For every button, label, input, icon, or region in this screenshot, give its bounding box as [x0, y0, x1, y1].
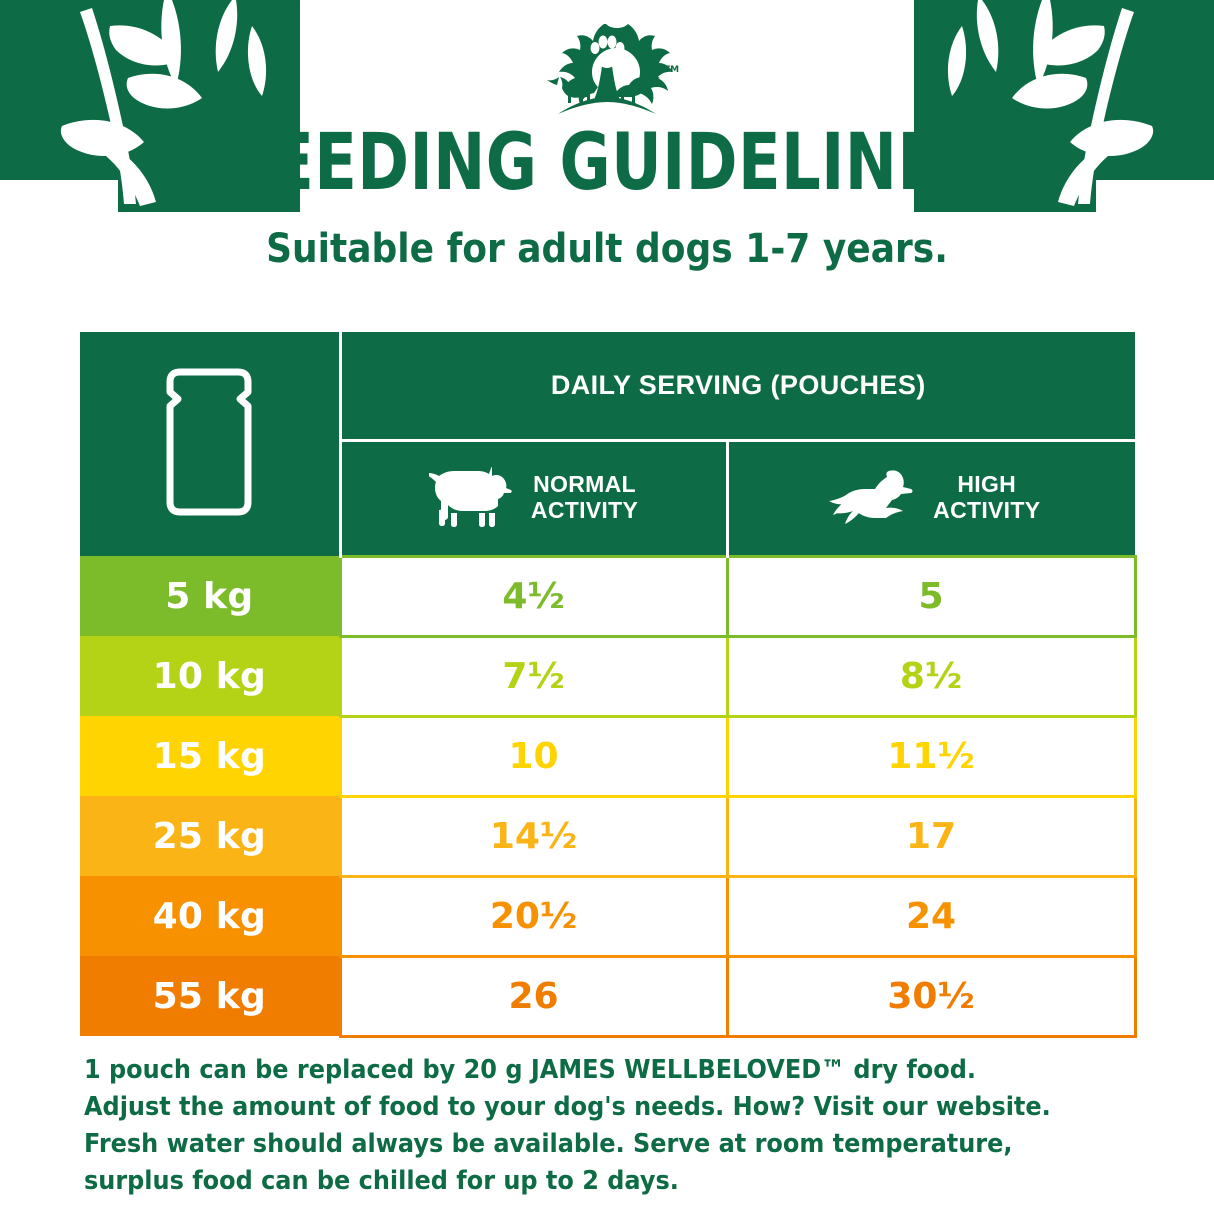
pouch-icon — [166, 368, 252, 515]
page-header: TM FEEDING GUIDELINES Suitable for adult… — [0, 0, 1214, 272]
page-subtitle: Suitable for adult dogs 1-7 years. — [266, 225, 948, 272]
row-normal-value: 7½ — [338, 634, 729, 718]
high-activity-header: HIGH ACTIVITY — [727, 440, 1135, 556]
high-activity-label: HIGH ACTIVITY — [933, 471, 1041, 523]
row-normal-value: 26 — [338, 954, 729, 1038]
row-high-value: 8½ — [725, 634, 1137, 718]
row-normal-value: 10 — [338, 714, 729, 798]
footer-notes: 1 pouch can be replaced by 20 g JAMES WE… — [84, 1052, 1134, 1200]
daily-serving-header: DAILY SERVING (POUCHES) — [340, 332, 1135, 442]
trademark-symbol: TM — [664, 65, 679, 75]
footer-line: surplus food can be chilled for up to 2 … — [84, 1165, 679, 1196]
page-title: FEEDING GUIDELINES — [228, 118, 986, 208]
row-high-value: 11½ — [725, 714, 1137, 798]
normal-activity-header: NORMAL ACTIVITY — [340, 440, 729, 556]
table-row: 10 kg 7½ 8½ — [80, 634, 1137, 718]
feeding-guidelines-table: DAILY SERVING (POUCHES) — [80, 332, 1137, 1038]
row-high-value: 30½ — [725, 954, 1137, 1038]
jumping-dog-icon — [829, 470, 913, 524]
row-weight-label: 15 kg — [80, 716, 340, 796]
footer-line: Fresh water should always be available. … — [84, 1128, 1013, 1159]
pouch-icon-cell — [80, 332, 342, 556]
footer-line: Adjust the amount of food to your dog's … — [84, 1091, 1051, 1122]
table-row: 55 kg 26 30½ — [80, 954, 1137, 1038]
table-header-row-activity: NORMAL ACTIVITY HIGH ACTIVITY — [80, 440, 1135, 556]
normal-activity-label: NORMAL ACTIVITY — [530, 471, 639, 523]
row-normal-value: 4½ — [338, 554, 729, 638]
row-weight-label: 55 kg — [80, 956, 340, 1036]
table-row: 40 kg 20½ 24 — [80, 874, 1137, 958]
footer-line: 1 pouch can be replaced by 20 g JAMES WE… — [84, 1055, 977, 1085]
row-high-value: 24 — [725, 874, 1137, 958]
table-row: 5 kg 4½ 5 — [80, 554, 1137, 638]
row-weight-label: 10 kg — [80, 636, 340, 716]
table-row: 25 kg 14½ 17 — [80, 794, 1137, 878]
row-weight-label: 5 kg — [80, 556, 340, 636]
row-high-value: 17 — [725, 794, 1137, 878]
standing-dog-icon — [428, 467, 512, 527]
brand-logo: TM — [0, 14, 1214, 124]
row-normal-value: 20½ — [338, 874, 729, 958]
feeding-table-container: DAILY SERVING (POUCHES) — [80, 332, 1137, 1038]
table-row: 15 kg 10 11½ — [80, 714, 1137, 798]
row-normal-value: 14½ — [338, 794, 729, 878]
row-weight-label: 40 kg — [80, 876, 340, 956]
tree-paw-logo-icon: TM — [547, 24, 679, 114]
table-header-row-top: DAILY SERVING (POUCHES) — [80, 332, 1135, 556]
row-weight-label: 25 kg — [80, 796, 340, 876]
row-high-value: 5 — [725, 554, 1137, 638]
